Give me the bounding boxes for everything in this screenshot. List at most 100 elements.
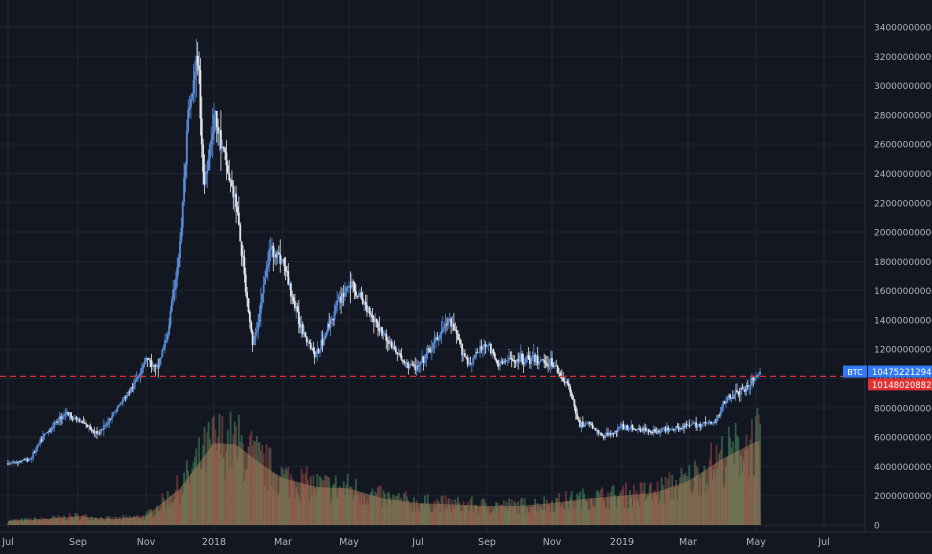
candle-body (317, 349, 320, 353)
candle-body (93, 430, 96, 434)
candle-body (461, 343, 464, 356)
volume-bar (574, 507, 577, 525)
volume-bar (364, 504, 367, 525)
candle-body (598, 432, 601, 434)
volume-bar (254, 441, 257, 525)
volume-bar (691, 493, 693, 525)
candle-body (49, 430, 51, 432)
volume-bar (667, 478, 670, 525)
volume-bar (684, 473, 687, 525)
volume-bar (142, 515, 145, 525)
candle-body (495, 358, 497, 361)
volume-bar (345, 484, 348, 525)
candle-body (664, 427, 667, 432)
volume-bar (54, 517, 57, 525)
candle-body (35, 448, 37, 453)
volume-bar (562, 507, 565, 525)
last-price-label: 101480208822 (872, 381, 932, 391)
candle-body (459, 340, 462, 344)
candle-body (517, 359, 520, 362)
candle-body (26, 458, 29, 462)
volume-bar (597, 490, 600, 525)
candle-body (202, 144, 205, 173)
volume-bar (147, 509, 150, 525)
candle-body (170, 299, 173, 312)
candle-body (729, 394, 732, 399)
volume-bar (170, 502, 173, 525)
volume-bar (710, 442, 713, 525)
candle-body (432, 342, 435, 349)
volume-bar (232, 435, 235, 525)
volume-bar (506, 510, 509, 525)
volume-bar (493, 510, 496, 525)
volume-bar (8, 521, 11, 525)
candle-body (400, 355, 403, 360)
volume-bar (113, 520, 116, 525)
y-tick-label: 260000000000 (874, 141, 932, 151)
y-tick-label: 40000000000 (874, 463, 932, 473)
candle-body (307, 342, 309, 343)
candle-body (718, 415, 721, 416)
y-tick-label: 300000000000 (874, 82, 932, 92)
volume-bar (627, 507, 630, 525)
candle-body (292, 297, 295, 302)
candle-body (504, 360, 507, 362)
candle-body (303, 332, 306, 335)
volume-bar (251, 445, 254, 525)
x-tick-label: Sep (69, 537, 87, 548)
volume-bar (79, 519, 82, 525)
candle-body (611, 433, 614, 435)
candle-body (134, 380, 137, 384)
candle-body (340, 296, 342, 303)
volume-bar (669, 499, 672, 525)
candle-body (607, 432, 609, 436)
volume-bar (196, 468, 199, 525)
candle-body (717, 415, 719, 419)
volume-bar (35, 518, 37, 525)
candle-body (650, 432, 652, 433)
candle-body (53, 422, 56, 429)
volume-bar (719, 449, 722, 525)
candle-body (447, 318, 450, 325)
candle-body (444, 324, 447, 327)
candle-body (16, 462, 19, 464)
volume-bar (734, 422, 737, 525)
candle-body (96, 431, 98, 434)
volume-bar (179, 504, 181, 525)
volume-bar (317, 487, 320, 525)
candle-body (195, 55, 198, 72)
candle-body (207, 159, 210, 171)
volume-bar (577, 495, 580, 525)
candle-body (32, 452, 35, 458)
candle-body (188, 107, 191, 110)
candle-body (255, 330, 258, 333)
candle-body (81, 420, 83, 423)
volume-bar (228, 467, 231, 525)
volume-bar (525, 513, 527, 525)
volume-bar (98, 520, 101, 525)
volume-bar (566, 500, 569, 525)
candle-body (491, 349, 494, 354)
volume-bar (744, 450, 747, 525)
candle-body (357, 293, 360, 297)
candle-body (452, 323, 455, 331)
volume-bar (406, 496, 408, 525)
x-tick-label: Jul (817, 537, 829, 548)
volume-bar (319, 476, 321, 525)
volume-bar (392, 494, 395, 525)
volume-bar (513, 501, 516, 525)
candle-body (457, 333, 459, 340)
candle-body (236, 206, 239, 213)
candle-body (29, 458, 32, 460)
candle-body (210, 139, 213, 145)
candle-body (640, 428, 643, 432)
volume-bar (473, 505, 476, 525)
candle-body (406, 362, 408, 364)
volume-bar (421, 503, 424, 525)
volume-bar (333, 483, 336, 525)
candle-body (736, 390, 738, 392)
volume-bar (521, 497, 523, 525)
volume-bar (367, 504, 370, 525)
